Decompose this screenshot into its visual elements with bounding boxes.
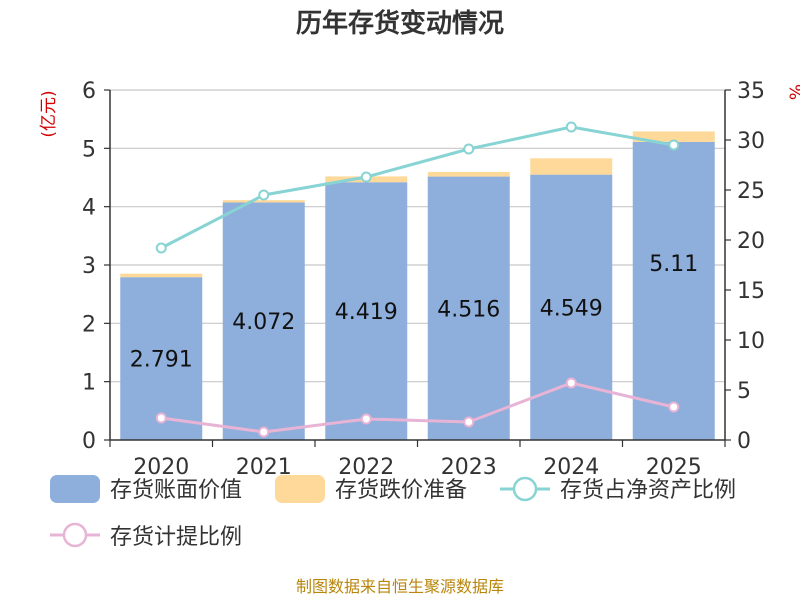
bar-data-label: 5.11 xyxy=(649,252,698,277)
bar-series: 2.791 4.072 4.419 4.516 4.549 5.11 xyxy=(120,131,715,441)
left-axis-tick-label: 0 xyxy=(82,429,96,454)
data-source-note: 制图数据来自恒生聚源数据库 xyxy=(296,577,504,596)
right-axis-tick-label: 15 xyxy=(737,279,765,304)
series-point xyxy=(565,377,577,389)
left-axis-tick-label: 3 xyxy=(82,254,96,279)
legend-swatch xyxy=(50,475,100,503)
series-line xyxy=(161,381,675,434)
bar-impairment-provision xyxy=(632,131,715,142)
bar-book-value xyxy=(325,182,408,440)
line-series xyxy=(155,121,680,438)
series-point xyxy=(463,416,475,428)
bar-impairment-provision xyxy=(530,158,613,175)
bar-data-label: 4.072 xyxy=(232,310,295,335)
right-axis-tick-label: 25 xyxy=(737,179,765,204)
bar-impairment-provision xyxy=(222,200,305,203)
legend-swatch xyxy=(512,476,538,502)
bar-data-label: 4.516 xyxy=(437,297,500,322)
bar-book-value xyxy=(632,141,715,440)
bar-book-value xyxy=(530,174,613,440)
chart-title: 历年存货变动情况 xyxy=(296,8,504,39)
series-line xyxy=(160,125,675,250)
right-axis-tick-label: 5 xyxy=(737,379,751,404)
right-axis-tick-label: 10 xyxy=(737,329,765,354)
series-point xyxy=(258,189,270,201)
right-axis-tick-label: 35 xyxy=(737,79,765,104)
series-point xyxy=(155,412,167,424)
gridlines xyxy=(110,89,725,383)
left-axis-tick-label: 4 xyxy=(82,196,96,221)
x-axis-category-label: 2025 xyxy=(646,455,702,480)
bar-data-label: 4.549 xyxy=(540,296,603,321)
series-point xyxy=(565,121,577,133)
series-point xyxy=(258,426,270,438)
bar-data-label: 4.419 xyxy=(335,300,398,325)
x-axis-category-label: 2024 xyxy=(543,455,599,480)
legend-swatch xyxy=(62,522,88,548)
legend-label: 存货账面价值 xyxy=(110,478,242,503)
series-point xyxy=(155,242,167,254)
right-axis-tick-label: 0 xyxy=(737,429,751,454)
bar-impairment-provision xyxy=(427,171,510,177)
bar-impairment-provision xyxy=(120,273,203,278)
bar-data-label: 2.791 xyxy=(130,348,193,373)
left-axis-tick-label: 6 xyxy=(82,79,96,104)
right-axis-tick-label: 30 xyxy=(737,129,765,154)
series-point xyxy=(360,413,372,425)
legend-label: 存货跌价准备 xyxy=(335,478,467,503)
x-axis-category-label: 2022 xyxy=(338,455,394,480)
legend-label: 存货占净资产比例 xyxy=(560,478,736,503)
series-point xyxy=(668,401,680,413)
legend-label: 存货计提比例 xyxy=(110,525,242,550)
left-axis-tick-label: 1 xyxy=(82,371,96,396)
right-axis-tick-label: 20 xyxy=(737,229,765,254)
x-axis-category-label: 2023 xyxy=(441,455,497,480)
series-point xyxy=(463,143,475,155)
series-point xyxy=(668,139,680,151)
bar-book-value xyxy=(222,202,305,440)
bar-book-value xyxy=(427,176,510,441)
right-axis-unit: % xyxy=(787,84,800,100)
left-axis-tick-label: 2 xyxy=(82,312,96,337)
legend-swatch xyxy=(275,475,325,503)
x-axis-category-label: 2020 xyxy=(133,455,189,480)
series-point xyxy=(360,171,372,183)
left-axis-unit: (亿元) xyxy=(39,90,59,137)
left-axis-tick-label: 5 xyxy=(82,137,96,162)
